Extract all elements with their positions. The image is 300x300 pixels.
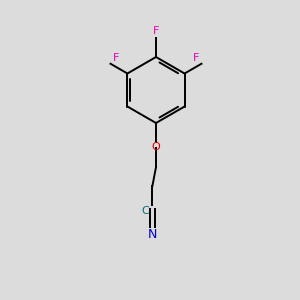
Text: F: F <box>153 26 159 36</box>
Text: F: F <box>193 52 199 63</box>
Text: N: N <box>148 228 157 241</box>
Text: O: O <box>152 142 160 152</box>
Text: F: F <box>113 52 119 63</box>
Text: C: C <box>142 206 149 216</box>
